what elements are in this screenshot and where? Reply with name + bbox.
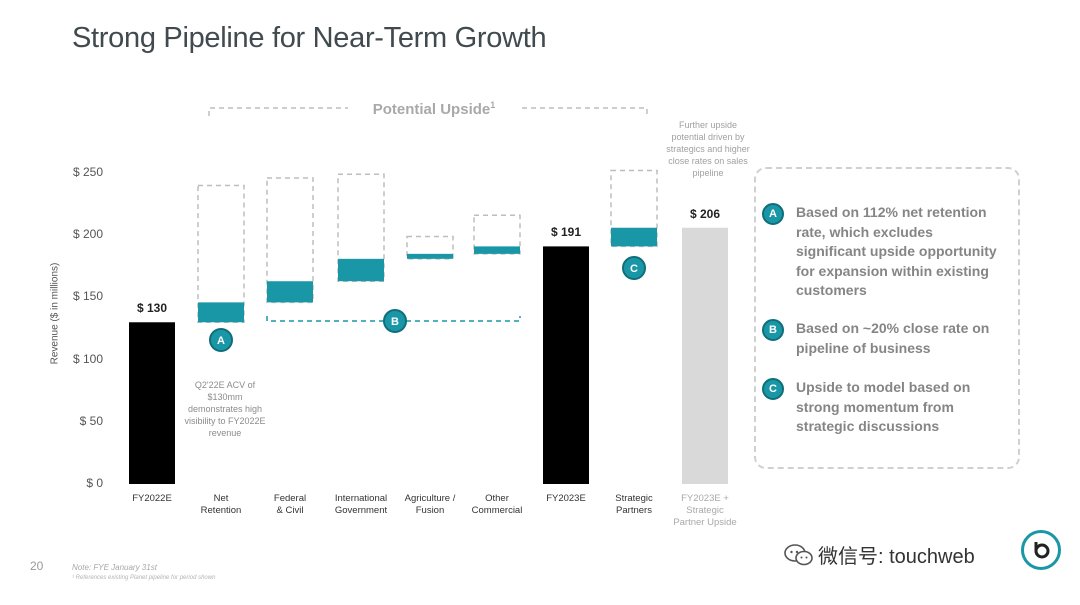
watermark: 微信号: touchweb (784, 540, 975, 569)
legend-item-b: B Based on ~20% close rate on pipeline o… (762, 319, 1006, 358)
category-label: FY2022E (132, 493, 172, 504)
chart-bars (129, 169, 728, 484)
bar-delta-1 (198, 302, 244, 323)
value-label: $ 191 (550, 225, 582, 240)
bar-upside-5 (473, 214, 521, 255)
page-title: Strong Pipeline for Near-Term Growth (72, 22, 547, 54)
badge-b-icon: B (762, 319, 784, 341)
page-number: 20 (30, 559, 44, 573)
potential-upside-label: Potential Upside1 (372, 100, 496, 118)
upside-bracket-right (522, 107, 648, 116)
category-label: International Government (334, 493, 388, 516)
y-tick-label: $ 250 (72, 165, 103, 179)
y-tick-label: $ 200 (72, 227, 103, 242)
bar-delta-5 (474, 246, 520, 254)
y-tick-label: $ 150 (72, 289, 103, 304)
legend-item-c: C Upside to model based on strong moment… (762, 378, 1006, 437)
bar-delta-4 (407, 253, 453, 259)
bar-delta-3 (338, 258, 384, 282)
value-label: $ 206 (689, 206, 721, 221)
category-label: Other Commercial (471, 493, 523, 516)
y-tick-label: $ 100 (72, 351, 103, 366)
potential-upside-bracket (208, 107, 648, 116)
category-label: Federal & Civil (273, 493, 307, 516)
category-label: FY2023E (546, 493, 586, 504)
svg-text:B: B (391, 316, 399, 328)
bar-badge-b-icon: B (383, 309, 407, 334)
bar-delta-2 (267, 281, 313, 303)
category-label: FY2023E + Strategic Partner Upside (673, 493, 737, 528)
bracket-b-line (266, 316, 521, 322)
bar-badge-a-icon: A (209, 328, 233, 352)
svg-text:C: C (630, 263, 638, 275)
category-label: Net Retention (200, 493, 242, 516)
category-label: Agriculture / Fusion (404, 493, 456, 516)
y-tick-label: $ 0 (86, 476, 103, 490)
acv-note: Q2'22E ACV of $130mm demonstrates high v… (184, 380, 266, 438)
upside-bracket-left (208, 107, 348, 116)
badge-c-icon: C (762, 378, 784, 400)
bar-badge-c-icon: C (622, 256, 646, 280)
watermark-text: 微信号: touchweb (818, 546, 975, 568)
footnote-reference: ¹ References existing Planet pipeline fo… (72, 575, 216, 581)
brand-logo-icon (1021, 530, 1061, 570)
bar-total-6 (543, 246, 589, 484)
wechat-icon (784, 543, 813, 565)
bar-delta-7 (611, 227, 657, 247)
y-tick-label: $ 50 (79, 413, 103, 428)
category-label: Strategic Partners (615, 493, 653, 516)
legend-text-c: Upside to model based on strong momentum… (796, 379, 971, 434)
footnote: Note: FYE January 31st (72, 563, 157, 572)
svg-text:A: A (217, 335, 225, 347)
further-upside-note: Further upside potential driven by strat… (666, 120, 750, 178)
legend-text-a: Based on 112% net retention rate, which … (796, 204, 997, 298)
badge-a-icon: A (762, 203, 784, 225)
bar-total-0 (129, 322, 175, 484)
y-axis-label: Revenue ($ in millions) (49, 262, 61, 365)
legend-item-a: A Based on 112% net retention rate, whic… (762, 203, 1006, 301)
value-label: $ 130 (136, 301, 168, 316)
legend-box: A Based on 112% net retention rate, whic… (754, 167, 1020, 469)
bar-upside-1 (197, 184, 245, 324)
legend-text-b: Based on ~20% close rate on pipeline of … (796, 320, 990, 356)
chart-badges: A B C (209, 256, 646, 352)
bar-total-8 (682, 227, 728, 484)
